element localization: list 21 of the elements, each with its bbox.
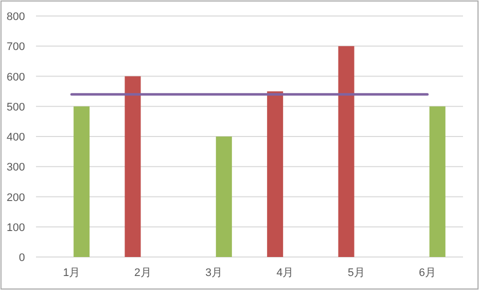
bar [124,76,141,257]
y-tick-label: 300 [6,162,25,174]
x-tick-label: 5月 [348,267,365,279]
x-tick-label: 4月 [276,267,294,279]
y-tick-label: 700 [6,41,25,54]
bar [74,106,90,257]
x-tick-label: 2月 [134,267,152,279]
x-tick-label: 6月 [418,267,436,279]
y-tick-label: 0 [18,252,25,264]
x-tick-label: 3月 [205,267,222,279]
y-tick-label: 600 [6,71,25,84]
y-tick-label: 500 [6,101,25,114]
bar [267,91,284,257]
x-tick-label: 1月 [63,267,80,279]
y-tick-label: 100 [6,222,25,234]
bar [338,46,354,257]
y-tick-label: 800 [6,11,25,23]
bar [216,136,232,257]
bar [429,106,446,257]
y-tick-label: 400 [6,132,25,144]
y-tick-label: 200 [6,192,25,204]
